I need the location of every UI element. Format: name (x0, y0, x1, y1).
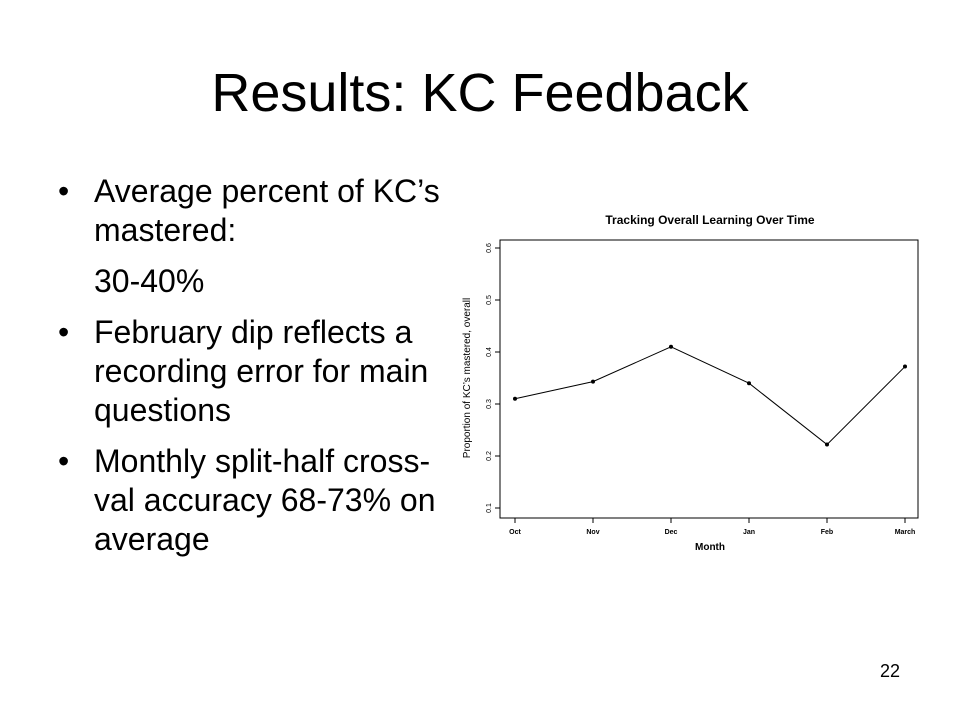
data-point (513, 396, 517, 401)
x-tick-label: Oct (509, 529, 521, 536)
bullet-text: Average percent of KC’s mastered: (94, 173, 440, 248)
x-tick-label: Nov (586, 529, 599, 536)
data-point (903, 364, 907, 369)
bullet-list: • Average percent of KC’s mastered: 30-4… (58, 172, 448, 571)
x-tick-label: Dec (665, 529, 678, 536)
x-axis-label: Month (695, 542, 725, 553)
bullet-item: • Monthly split-half cross-val accuracy … (58, 442, 448, 559)
series-polyline (514, 346, 906, 446)
x-ticks: Oct Nov Dec Jan Feb March (509, 518, 915, 536)
y-tick-label: 0.2 (486, 451, 493, 461)
y-axis-label: Proportion of KC’s mastered, overall (462, 298, 473, 458)
bullet-text: Monthly split-half cross-val accuracy 68… (94, 443, 436, 557)
plot-frame (499, 239, 919, 519)
y-tick-label: 0.4 (486, 347, 493, 357)
y-ticks: 0.1 0.2 0.3 0.4 0.5 0.6 (486, 243, 500, 513)
bullet-text: February dip reflects a recording error … (94, 314, 429, 428)
bullet-subtext: 30-40% (94, 263, 205, 299)
data-point (825, 442, 829, 447)
y-tick-label: 0.5 (486, 295, 493, 305)
y-tick-label: 0.3 (486, 399, 493, 409)
series-line (513, 344, 907, 447)
bullet-marker: • (58, 314, 70, 350)
x-tick-label: Feb (821, 529, 833, 536)
chart-title: Tracking Overall Learning Over Time (605, 213, 815, 227)
bullet-item: • Average percent of KC’s mastered: (58, 172, 448, 250)
bullet-marker: • (58, 443, 70, 479)
page-number: 22 (879, 661, 900, 681)
y-tick-label: 0.1 (486, 503, 493, 513)
x-tick-label: Jan (743, 529, 755, 536)
bullet-marker: • (58, 173, 70, 209)
bullet-item: • February dip reflects a recording erro… (58, 313, 448, 430)
slide-title: Results: KC Feedback (211, 63, 749, 123)
y-tick-label: 0.6 (486, 243, 493, 253)
data-point (669, 344, 673, 349)
line-chart: Tracking Overall Learning Over Time Prop… (462, 213, 919, 553)
data-point (747, 381, 751, 386)
x-tick-label: March (895, 529, 916, 536)
data-point (591, 379, 595, 384)
